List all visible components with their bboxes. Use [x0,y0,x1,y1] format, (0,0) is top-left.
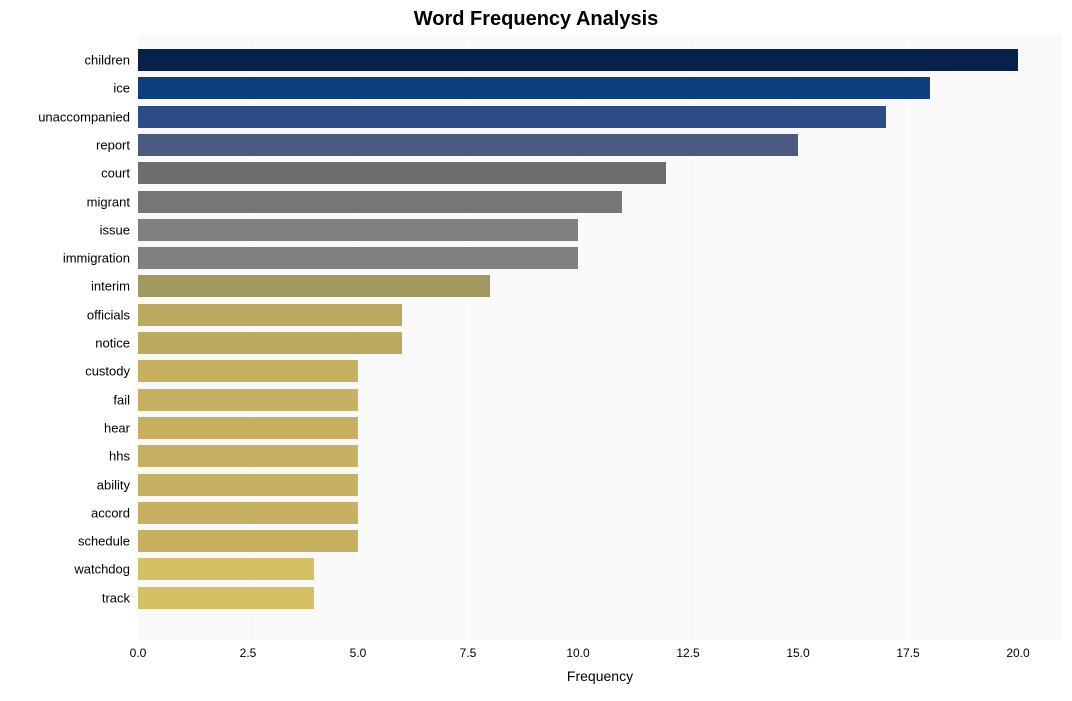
y-tick-label: track [102,590,130,605]
gridline [1018,34,1019,640]
y-tick-label: officials [87,307,130,322]
y-tick-label: schedule [78,534,130,549]
y-tick-label: custody [85,364,130,379]
y-tick-label: report [96,137,130,152]
y-tick-label: unaccompanied [38,109,130,124]
bar [138,587,314,609]
bar [138,191,622,213]
gridline [908,34,909,640]
bar [138,162,666,184]
chart-title: Word Frequency Analysis [0,8,1072,31]
y-tick-label: accord [91,505,130,520]
plot-area: Frequency 0.02.55.07.510.012.515.017.520… [138,34,1062,640]
bar [138,445,358,467]
bar [138,474,358,496]
bar [138,106,886,128]
y-tick-label: watchdog [74,562,130,577]
bar [138,389,358,411]
bar [138,134,798,156]
y-tick-label: hear [104,420,130,435]
x-tick-label: 2.5 [240,646,257,660]
bar [138,219,578,241]
x-axis-title: Frequency [567,668,633,684]
y-tick-label: court [101,166,130,181]
bar [138,530,358,552]
x-tick-label: 10.0 [566,646,589,660]
y-tick-label: hhs [109,449,130,464]
bar [138,332,402,354]
y-tick-label: fail [113,392,130,407]
bar [138,77,930,99]
x-tick-label: 7.5 [460,646,477,660]
y-tick-label: children [84,53,130,68]
bar [138,247,578,269]
x-tick-label: 5.0 [350,646,367,660]
y-tick-label: ice [113,81,130,96]
word-frequency-chart: Word Frequency Analysis Frequency 0.02.5… [0,0,1072,701]
bar [138,417,358,439]
x-tick-label: 15.0 [786,646,809,660]
y-tick-label: interim [91,279,130,294]
y-tick-label: ability [97,477,130,492]
bar [138,304,402,326]
x-tick-label: 17.5 [896,646,919,660]
y-tick-label: immigration [63,251,130,266]
bar [138,558,314,580]
bar [138,502,358,524]
x-tick-label: 0.0 [130,646,147,660]
bar [138,360,358,382]
x-tick-label: 12.5 [676,646,699,660]
y-tick-label: migrant [87,194,130,209]
y-tick-label: issue [100,222,130,237]
y-tick-label: notice [95,336,130,351]
x-tick-label: 20.0 [1006,646,1029,660]
bar [138,275,490,297]
bar [138,49,1018,71]
